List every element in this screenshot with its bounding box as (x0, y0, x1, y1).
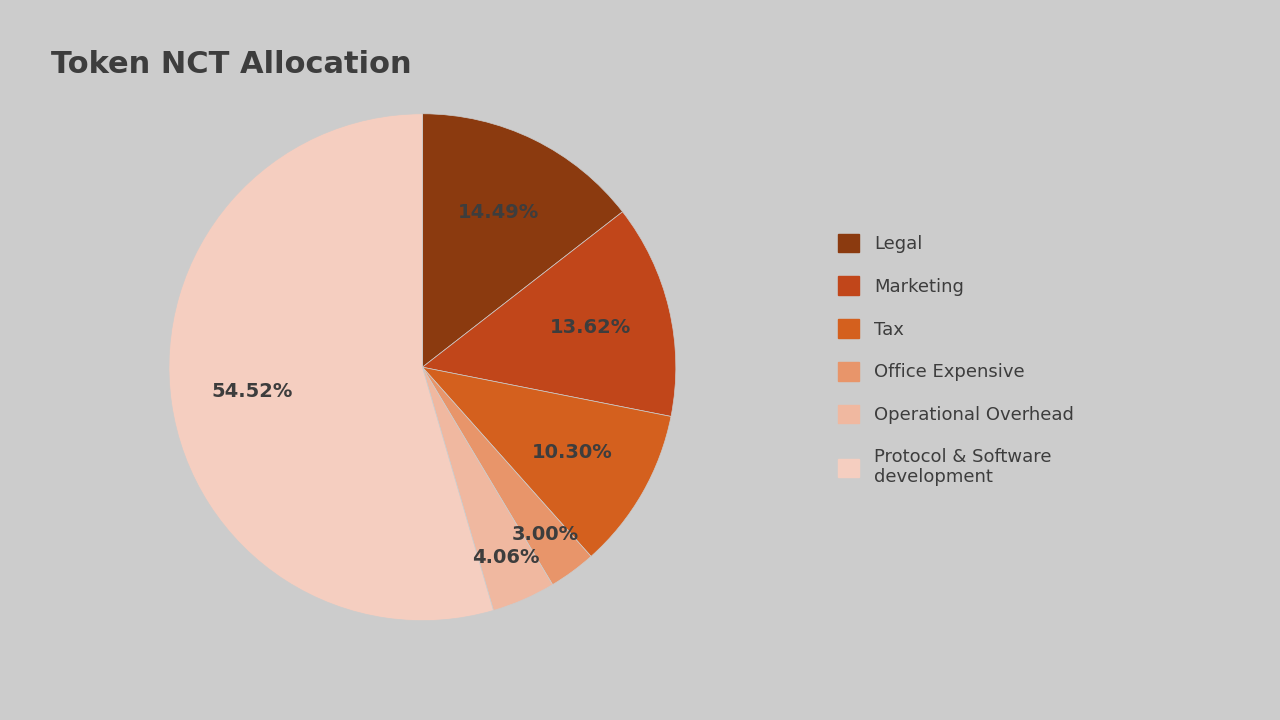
Wedge shape (422, 212, 676, 416)
Text: 3.00%: 3.00% (512, 525, 579, 544)
Wedge shape (422, 114, 622, 367)
Text: 4.06%: 4.06% (472, 548, 539, 567)
Text: 54.52%: 54.52% (211, 382, 293, 401)
Text: Token NCT Allocation: Token NCT Allocation (51, 50, 412, 79)
Wedge shape (169, 114, 494, 621)
Wedge shape (422, 367, 591, 585)
Legend: Legal, Marketing, Tax, Office Expensive, Operational Overhead, Protocol & Softwa: Legal, Marketing, Tax, Office Expensive,… (838, 233, 1074, 487)
Wedge shape (422, 367, 553, 611)
Text: 13.62%: 13.62% (549, 318, 631, 337)
Text: 14.49%: 14.49% (457, 203, 539, 222)
Wedge shape (422, 367, 671, 557)
Text: 10.30%: 10.30% (531, 444, 612, 462)
